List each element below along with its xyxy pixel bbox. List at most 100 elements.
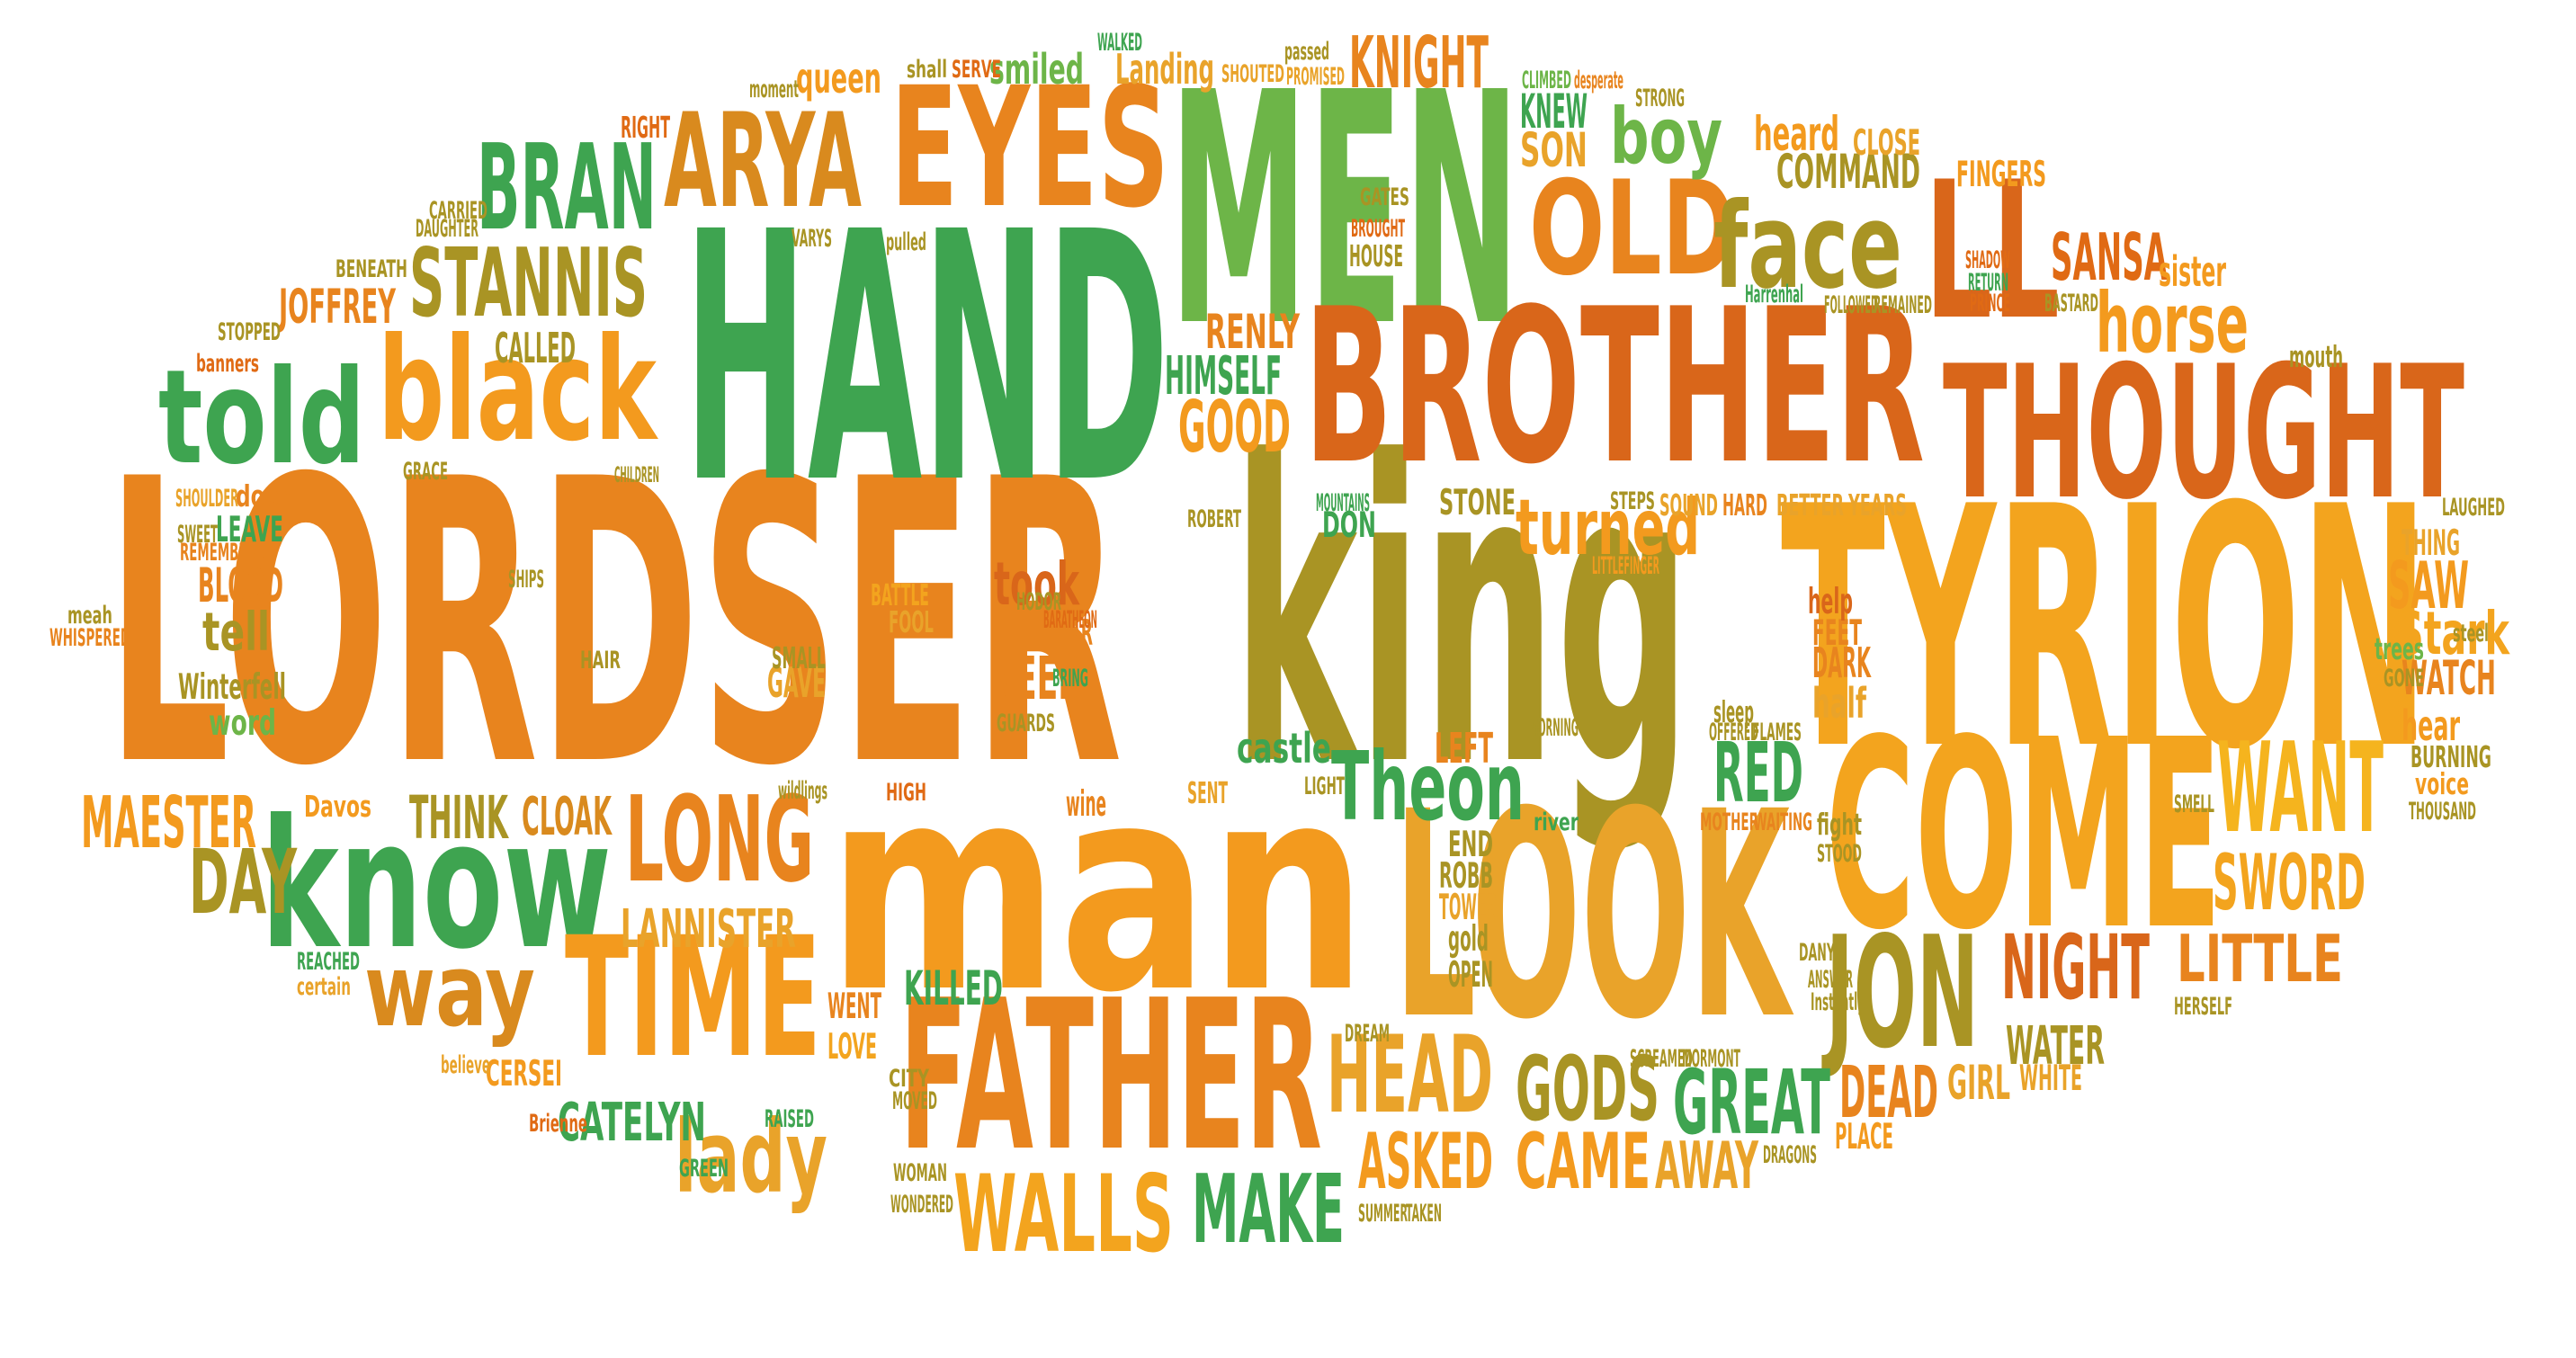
- cloud-word-brother: BROTHER: [1304, 262, 1925, 511]
- cloud-word-great: GREAT: [1673, 1051, 1830, 1156]
- cloud-word-stark: Stark: [2397, 599, 2509, 669]
- cloud-word-think: THINK: [409, 783, 508, 853]
- cloud-word-white: WHITE: [2019, 1058, 2082, 1100]
- cloud-word-hard: HARD: [1722, 487, 1767, 523]
- cloud-word-black: black: [378, 308, 657, 474]
- cloud-word-make: MAKE: [1192, 1154, 1345, 1265]
- cloud-word-stone: STONE: [1439, 482, 1516, 524]
- cloud-word-gates: GATES: [1360, 183, 1409, 211]
- cloud-word-harrenhal: Harrenhal: [1745, 281, 1803, 308]
- cloud-word-thought: THOUGHT: [1943, 326, 2464, 541]
- cloud-word-little: LITTLE: [2177, 922, 2343, 998]
- cloud-word-saw: SAW: [2388, 549, 2469, 625]
- cloud-word-dragons: DRAGONS: [1763, 1141, 1817, 1169]
- cloud-word-word: word: [209, 702, 276, 745]
- cloud-word-look: LOOK: [1394, 752, 1791, 1083]
- cloud-word-moved: MOVED: [892, 1087, 937, 1115]
- cloud-word-sent: SENT: [1187, 775, 1228, 811]
- cloud-word-brought: BROUGHT: [1351, 215, 1405, 243]
- cloud-word-instantly: Instantly: [1811, 988, 1865, 1016]
- cloud-word-old: OLD: [1529, 153, 1736, 305]
- cloud-word-half: half: [1812, 679, 1866, 728]
- cloud-word-sound: SOUND: [1659, 487, 1718, 523]
- cloud-word-voice: voice: [2415, 766, 2469, 802]
- cloud-word-maester: MAESTER: [81, 781, 256, 864]
- cloud-word-bran: BRAN: [477, 120, 657, 258]
- cloud-word-davos: Davos: [304, 789, 371, 825]
- cloud-word-fear: FEAR: [1048, 612, 1094, 655]
- cloud-word-help: help: [1808, 581, 1854, 623]
- cloud-word-heard: heard: [1754, 106, 1839, 162]
- cloud-word-bastard: BASTARD: [2044, 290, 2098, 317]
- cloud-word-love: LOVE: [827, 1026, 877, 1068]
- cloud-word-need: NEED: [989, 644, 1084, 714]
- cloud-word-herself: HERSELF: [2174, 993, 2232, 1021]
- cloud-word-eyes: EYES: [890, 51, 1170, 245]
- cloud-word-shall: shall: [907, 56, 947, 84]
- cloud-word-fight: fight: [1817, 807, 1862, 843]
- cloud-word-wine: wine: [1066, 783, 1106, 826]
- cloud-word-battle: BATTLE: [871, 577, 929, 613]
- cloud-word-walked: WALKED: [1097, 29, 1142, 57]
- cloud-word-know: know: [261, 782, 613, 989]
- cloud-word-strong: STRONG: [1635, 85, 1685, 112]
- cloud-word-leave: LEAVE: [216, 509, 283, 551]
- cloud-word-hand: HAND: [684, 159, 1169, 559]
- cloud-word-tell: tell: [202, 600, 270, 663]
- cloud-word-tower: TOWER: [1439, 887, 1498, 929]
- cloud-word-time: TIME: [565, 901, 821, 1094]
- cloud-word-man: man: [827, 725, 1367, 1056]
- cloud-word-brienne: Brienne: [529, 1110, 587, 1138]
- cloud-word-hodor: HODOR: [1016, 588, 1061, 616]
- cloud-word-steel: steel: [2453, 620, 2489, 648]
- cloud-word-tyrion: TYRION: [1781, 435, 2428, 822]
- cloud-word-father: FATHER: [899, 956, 1323, 1198]
- cloud-word-sleep: sleep: [1713, 694, 1754, 730]
- cloud-word-lordser: LORDSER: [106, 397, 1123, 852]
- cloud-word-pulled: pulled: [886, 228, 926, 256]
- cloud-word-children: CHILDREN: [614, 462, 659, 488]
- cloud-word-command: COMMAND: [1776, 144, 1920, 200]
- cloud-word-followed: FOLLOWED: [1824, 291, 1878, 319]
- cloud-word-winterfell: Winterfell: [178, 666, 286, 709]
- cloud-word-smell: SMELL: [2174, 791, 2214, 818]
- cloud-word-small: SMALL: [772, 640, 826, 676]
- cloud-word-watch: WATCH: [2402, 650, 2496, 706]
- cloud-word-sansa: SANSA: [2051, 220, 2168, 297]
- cloud-word-jon: JON: [1826, 904, 1980, 1084]
- cloud-word-close: CLOSE: [1853, 122, 1920, 165]
- cloud-word-walls: WALLS: [953, 1151, 1174, 1276]
- cloud-word-stood: STOOD: [1817, 840, 1862, 868]
- cloud-word-mormont: MORMONT: [1682, 1045, 1740, 1073]
- cloud-word-gone: GONE: [2384, 665, 2424, 692]
- cloud-word-green: GREEN: [679, 1155, 729, 1183]
- cloud-word-moment: moment: [749, 76, 799, 103]
- cloud-word-passed: passed: [1284, 38, 1329, 66]
- cloud-word-dream: DREAM: [1345, 1020, 1390, 1048]
- cloud-word-ll: LL: [1925, 140, 2061, 362]
- cloud-word-open: OPEN: [1448, 954, 1493, 996]
- cloud-word-baratheon: BARATHEON: [1043, 606, 1097, 634]
- cloud-word-varys: VARYS: [792, 225, 832, 253]
- cloud-word-mouth: mouth: [2289, 339, 2343, 375]
- cloud-word-shoulder: SHOULDER: [175, 485, 238, 513]
- cloud-word-red: RED: [1713, 724, 1803, 821]
- cloud-word-men: MEN: [1169, 24, 1521, 398]
- cloud-word-wondered: WONDERED: [890, 1191, 953, 1219]
- cloud-word-light: LIGHT: [1304, 773, 1345, 800]
- cloud-word-water: WATER: [2006, 1014, 2105, 1077]
- cloud-word-landing: Landing: [1115, 45, 1214, 94]
- cloud-word-took: took: [994, 549, 1079, 620]
- cloud-word-dark: DARK: [1812, 639, 1871, 688]
- cloud-word-years: YEARS: [1848, 487, 1907, 523]
- cloud-word-gave: GAVE: [767, 658, 826, 708]
- cloud-word-hair: HAIR: [580, 647, 621, 675]
- cloud-word-knew: KNEW: [1520, 84, 1588, 139]
- cloud-word-gods: GODS: [1516, 1038, 1659, 1142]
- cloud-word-knight: KNIGHT: [1349, 21, 1489, 104]
- cloud-word-fingers: FINGERS: [1956, 154, 2046, 196]
- cloud-word-lady: lady: [675, 1098, 827, 1216]
- cloud-word-don: DON: [1322, 505, 1377, 547]
- cloud-word-want: WANT: [2217, 716, 2384, 862]
- cloud-word-feet: FEET: [1812, 612, 1862, 655]
